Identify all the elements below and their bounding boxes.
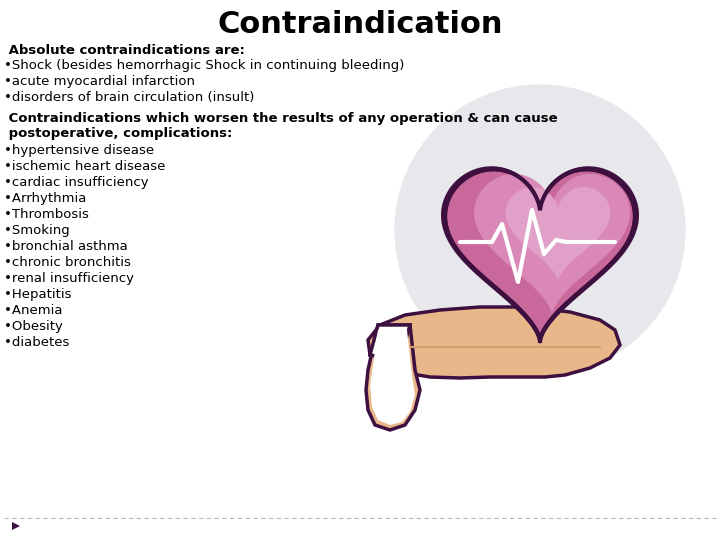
Text: •Thrombosis: •Thrombosis xyxy=(4,208,89,221)
Text: •renal insufficiency: •renal insufficiency xyxy=(4,272,134,285)
Text: Contraindication: Contraindication xyxy=(217,10,503,39)
Circle shape xyxy=(395,85,685,375)
Text: •Arrhythmia: •Arrhythmia xyxy=(4,192,86,205)
Polygon shape xyxy=(474,174,630,315)
Polygon shape xyxy=(368,307,620,378)
Polygon shape xyxy=(370,325,410,360)
Text: Contraindications which worsen the results of any operation & can cause: Contraindications which worsen the resul… xyxy=(4,112,557,125)
Text: •acute myocardial infarction: •acute myocardial infarction xyxy=(4,75,195,88)
Polygon shape xyxy=(445,169,635,341)
Text: •Hepatitis: •Hepatitis xyxy=(4,288,71,301)
Polygon shape xyxy=(370,330,415,425)
Text: •Shock (besides hemorrhagic Shock in continuing bleeding): •Shock (besides hemorrhagic Shock in con… xyxy=(4,59,405,72)
Text: •diabetes: •diabetes xyxy=(4,336,69,349)
Text: Absolute contraindications are:: Absolute contraindications are: xyxy=(4,44,245,57)
Polygon shape xyxy=(12,522,20,530)
Text: •disorders of brain circulation (insult): •disorders of brain circulation (insult) xyxy=(4,91,254,104)
Text: postoperative, complications:: postoperative, complications: xyxy=(4,127,233,140)
Polygon shape xyxy=(366,325,420,430)
Polygon shape xyxy=(505,187,611,281)
Text: •chronic bronchitis: •chronic bronchitis xyxy=(4,256,131,269)
Text: •Anemia: •Anemia xyxy=(4,304,63,317)
Polygon shape xyxy=(441,166,639,345)
Text: •Smoking: •Smoking xyxy=(4,224,70,237)
Text: •ischemic heart disease: •ischemic heart disease xyxy=(4,160,166,173)
Text: •cardiac insufficiency: •cardiac insufficiency xyxy=(4,176,148,189)
Text: •hypertensive disease: •hypertensive disease xyxy=(4,144,154,157)
Text: •Obesity: •Obesity xyxy=(4,320,63,333)
Text: •bronchial asthma: •bronchial asthma xyxy=(4,240,127,253)
